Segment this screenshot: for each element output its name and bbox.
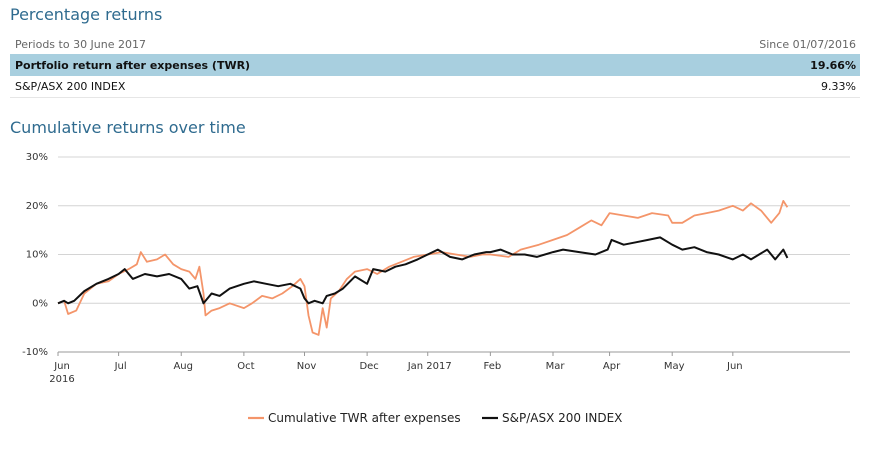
index-return-row: S&P/ASX 200 INDEX 9.33% <box>10 76 860 98</box>
index-return-label: S&P/ASX 200 INDEX <box>15 80 126 93</box>
portfolio-return-label: Portfolio return after expenses (TWR) <box>15 58 251 72</box>
x-tick-sublabel: 2016 <box>49 374 74 385</box>
y-tick-label: 0% <box>32 298 48 309</box>
x-tick-label: Oct <box>237 361 254 372</box>
x-tick-label: Mar <box>546 361 566 372</box>
cumulative-returns-chart: -10% 0% 10% 20% 30% Jun 2016 Jul Aug Oct Nov Dec Jan… <box>22 152 850 425</box>
x-tick-label: Jun <box>726 361 743 372</box>
index-series-line <box>57 236 789 305</box>
x-tick-label: Dec <box>359 361 378 372</box>
y-tick-label: 30% <box>26 152 48 163</box>
percentage-returns-title: Percentage returns <box>10 5 163 24</box>
since-label: Since 01/07/2016 <box>759 37 856 51</box>
portfolio-return-value: 19.66% <box>810 58 856 72</box>
legend-label: S&P/ASX 200 INDEX <box>502 411 622 425</box>
x-tick-label: Apr <box>603 361 621 372</box>
index-return-value: 9.33% <box>821 80 856 93</box>
returns-table: Periods to 30 June 2017 Since 01/07/2016… <box>10 34 860 98</box>
x-tick-label: Aug <box>173 361 193 372</box>
x-tick-label: Feb <box>484 361 502 372</box>
x-tick-label: May <box>664 361 685 372</box>
cumulative-returns-title: Cumulative returns over time <box>10 118 246 137</box>
returns-meta-row: Periods to 30 June 2017 Since 01/07/2016 <box>10 34 860 54</box>
y-tick-label: 20% <box>26 201 48 212</box>
y-tick-label: 10% <box>26 250 48 261</box>
x-tick-label: Jul <box>114 361 127 372</box>
period-label: Periods to 30 June 2017 <box>15 37 147 51</box>
x-tick-label: Nov <box>297 361 317 372</box>
twr-series-line <box>57 200 789 336</box>
x-tick-label: Jun <box>53 361 70 372</box>
portfolio-return-row: Portfolio return after expenses (TWR) 19… <box>10 54 860 76</box>
legend-label: Cumulative TWR after expenses <box>268 411 461 425</box>
x-tick-label: Jan 2017 <box>407 361 452 372</box>
y-tick-label: -10% <box>22 347 48 358</box>
